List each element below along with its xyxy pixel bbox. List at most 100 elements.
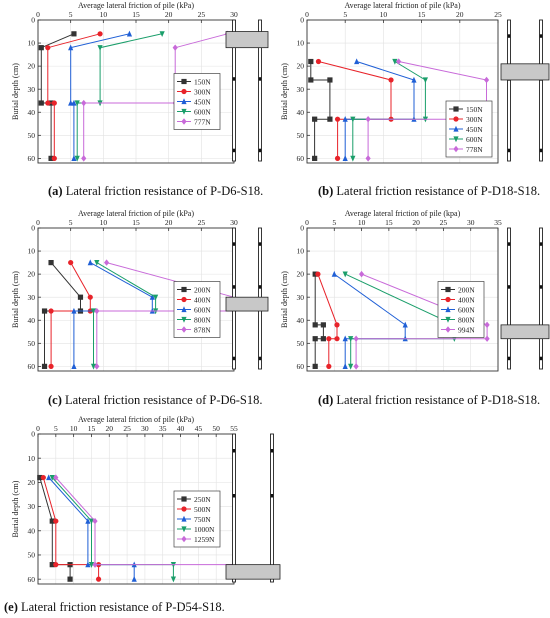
chart-b-pile-diagram	[500, 19, 550, 162]
chart-c-series-3-point-1	[153, 294, 159, 301]
chart-d-series-4-point-4	[353, 363, 359, 370]
chart-e-xlabel: Average lateral friction of pile (kPa)	[78, 415, 194, 424]
chart-d-ytick-label-0: 0	[300, 224, 304, 233]
chart-b-pile-0-gauge-0	[507, 34, 511, 38]
chart-c-legend-label-4: 878N	[194, 325, 211, 334]
chart-c-ylabel: Burial depth (cm)	[11, 271, 20, 328]
chart-e-xtick-label-2: 10	[70, 424, 78, 433]
chart-d-ytick-label-2: 20	[297, 270, 305, 279]
chart-d-series-line-0	[314, 274, 324, 367]
chart-e-pile-0-gauge-0	[232, 449, 236, 453]
chart-e-series-1-point-0	[40, 474, 46, 481]
chart-d-pile-0-gauge-1	[507, 285, 511, 289]
chart-b-xtick-label-3: 15	[418, 10, 426, 19]
chart-d-series-4-point-3	[353, 335, 359, 342]
chart-d-xtick-label-6: 30	[467, 218, 475, 227]
chart-a-legend-marker-0	[181, 78, 187, 85]
chart-b-legend-label-1: 300N	[466, 115, 483, 124]
chart-a-xtick-label-0: 0	[36, 10, 40, 19]
chart-a-series-0-point-2	[38, 100, 44, 106]
chart-c-ytick-label-0: 0	[31, 224, 35, 233]
chart-c-series-2-point-4	[71, 363, 77, 369]
chart-d-xtick-label-0: 0	[305, 218, 309, 227]
chart-d-plot-frame	[306, 227, 499, 372]
chart-b-ytick-label-4: 40	[297, 108, 305, 117]
chart-e-legend-label-0: 250N	[194, 495, 211, 504]
chart-c-series-1-point-4	[48, 363, 54, 369]
chart-a-ytick-label-0: 0	[31, 16, 35, 25]
chart-a-pile-0	[232, 19, 236, 162]
chart-d-legend-label-4: 994N	[458, 325, 475, 334]
caption-b: (b) Lateral friction resistance of P-D18…	[318, 184, 540, 199]
chart-a-legend-label-4: 777N	[194, 117, 211, 126]
chart-b-series-line-3	[352, 61, 426, 159]
chart-e-pile-1	[270, 433, 274, 583]
chart-b-ytick-label-0: 0	[300, 16, 304, 25]
chart-c-series-1-point-1	[87, 294, 93, 300]
chart-d-legend-marker-1	[445, 296, 451, 303]
chart-b-legend-label-2: 450N	[466, 125, 483, 134]
chart-b-series-3-point-1	[422, 77, 429, 84]
chart-b-series-3-point-3	[350, 116, 356, 123]
chart-a-series-1-point-2	[45, 100, 51, 106]
chart-b-pile-1-gauge-0	[539, 34, 543, 38]
chart-a-series-2-point-4	[71, 155, 77, 161]
chart-c-series-line-3	[93, 262, 157, 367]
chart-e-series-0-point-4	[67, 576, 73, 582]
chart-c-pile-1-gauge-1	[258, 285, 262, 289]
chart-d-xtick-label-3: 15	[385, 218, 393, 227]
chart-e-ytick-label-4: 40	[28, 526, 36, 535]
chart-a-xtick-label-4: 20	[165, 10, 173, 19]
chart-b-ytick-label-3: 30	[297, 85, 305, 94]
chart-e-xtick-label-11: 55	[230, 424, 238, 433]
chart-b-pile-1	[539, 19, 543, 162]
chart-e-series-1-point-2	[53, 562, 59, 568]
chart-a-ytick-label-4: 40	[28, 108, 36, 117]
chart-c-ytick-label-5: 50	[28, 339, 36, 348]
chart-d-series-1-point-0	[315, 271, 321, 277]
chart-d-legend-marker-3	[445, 316, 451, 323]
chart-b-legend-marker-0	[453, 106, 459, 112]
chart-d-pile-1-gauge-1	[539, 285, 543, 289]
chart-b-legend-marker-3	[453, 136, 459, 143]
chart-a-legend-label-0: 150N	[194, 77, 211, 86]
chart-e-xtick-label-4: 20	[106, 424, 114, 433]
caption-e: (e) Lateral friction resistance of P-D54…	[4, 600, 225, 615]
chart-d-soil-layer	[500, 324, 550, 340]
chart-d-series-3-point-4	[348, 363, 354, 370]
chart-d-xlabel: Average lateral friction of pile (kpa)	[345, 209, 461, 218]
chart-d-pile-0-gauge-0	[507, 242, 511, 246]
chart-d-legend-label-3: 800N	[458, 315, 475, 324]
chart-c-legend-label-3: 800N	[194, 315, 211, 324]
chart-c-series-4-point-4	[94, 363, 100, 370]
chart-c-ytick-label-4: 40	[28, 316, 36, 325]
chart-e-xtick-label-6: 30	[141, 424, 149, 433]
caption-e-label: (e)	[4, 600, 18, 614]
chart-b-legend-label-3: 600N	[466, 135, 483, 144]
chart-e-series-0-point-1	[49, 518, 55, 524]
chart-c-series-2-point-0	[87, 259, 93, 266]
chart-e-pile-0	[232, 433, 236, 583]
chart-d-legend-marker-0	[445, 286, 451, 293]
chart-c-ytick-label-1: 10	[28, 247, 36, 256]
chart-a-series-1-point-1	[45, 45, 51, 51]
chart-c-pile-diagram	[225, 227, 269, 370]
chart-e-pile-diagram	[225, 433, 281, 583]
chart-c-series-2-point-3	[71, 307, 77, 314]
chart-e-legend-label-2: 750N	[194, 515, 211, 524]
caption-c: (c) Lateral friction resistance of P-D6-…	[48, 393, 263, 408]
chart-d-ytick-label-4: 40	[297, 316, 305, 325]
chart-e-series-2-point-4	[131, 575, 137, 582]
chart-a-series-0-point-1	[38, 45, 44, 51]
chart-e: 0 5 10 15 20 25 30 35 40 45 50 55 0 10 20 30 40 50 60 Avera…	[11, 415, 238, 585]
chart-e-series-2-point-1	[85, 517, 91, 524]
chart-b-ytick-label-1: 10	[297, 39, 305, 48]
chart-a-xtick-label-6: 30	[230, 10, 238, 19]
chart-d-xtick-label-5: 25	[440, 218, 448, 227]
chart-d-series-4-point-0	[358, 270, 365, 278]
chart-b-series-line-0	[310, 61, 331, 159]
chart-a-pile-diagram	[225, 19, 269, 162]
chart-c-xtick-label-5: 25	[198, 218, 206, 227]
chart-b-series-0-point-2	[327, 77, 333, 83]
chart-b-xlabel: Average lateral friction of pile (kPa)	[344, 1, 460, 10]
